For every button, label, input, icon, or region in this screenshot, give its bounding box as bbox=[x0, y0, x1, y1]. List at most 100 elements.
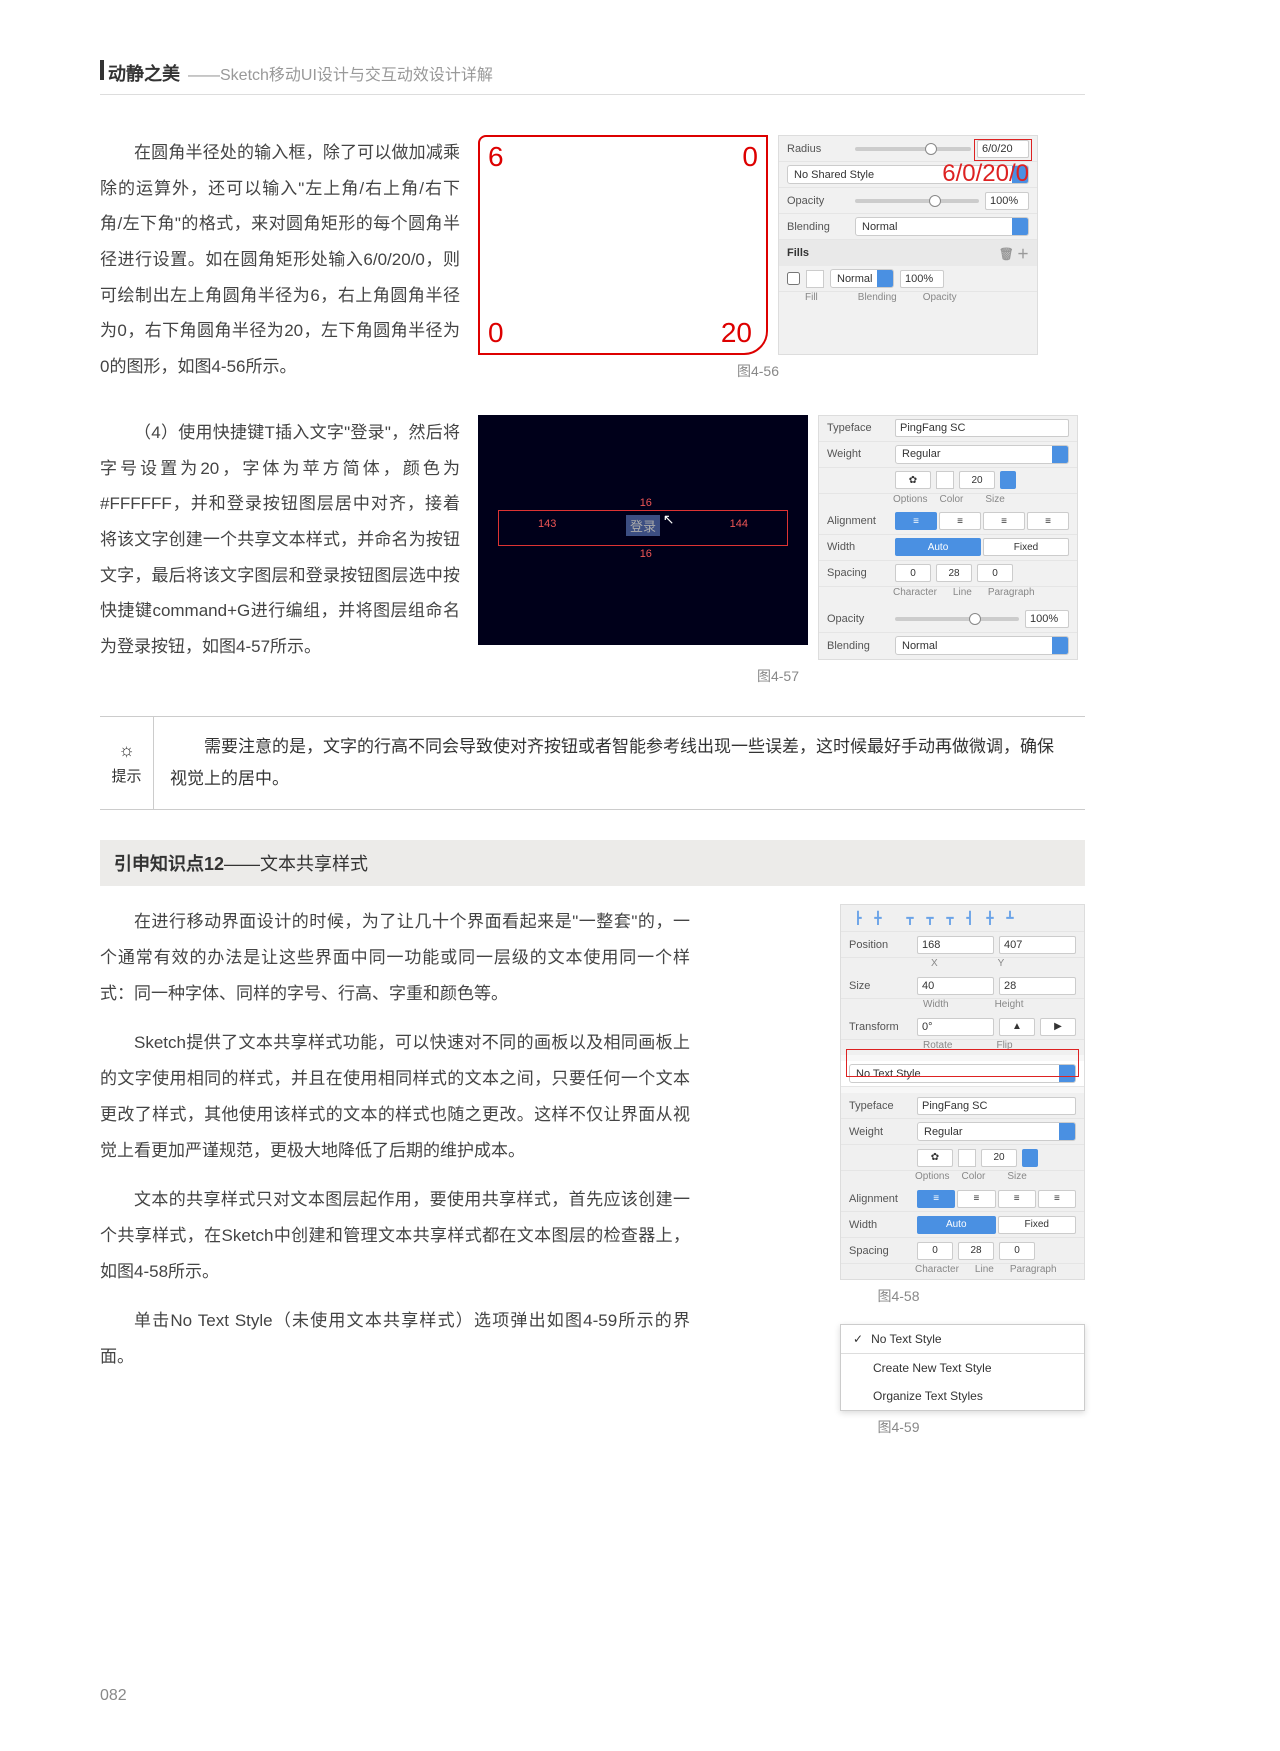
knowledge-header: 引申知识点12——文本共享样式 bbox=[100, 840, 1085, 886]
align-center-458[interactable]: ≡ bbox=[957, 1190, 995, 1208]
options-gear-icon-458[interactable]: ✿ bbox=[917, 1149, 953, 1167]
color-swatch-458[interactable] bbox=[958, 1149, 976, 1167]
color-swatch[interactable] bbox=[936, 471, 954, 489]
dropdown-item-2[interactable]: Create New Text Style bbox=[841, 1354, 1084, 1382]
width-row-458: Width Auto Fixed bbox=[841, 1212, 1084, 1238]
align-right-458[interactable]: ≡ bbox=[998, 1190, 1036, 1208]
align-v2-icon[interactable]: ┳ bbox=[923, 911, 937, 925]
opacity-slider[interactable] bbox=[855, 199, 979, 203]
align-left-button[interactable]: ≡ bbox=[895, 512, 937, 530]
typeface-input-458[interactable]: PingFang SC bbox=[917, 1097, 1076, 1115]
para-input[interactable]: 0 bbox=[977, 564, 1013, 582]
paragraph-2: （4）使用快捷键T插入文字"登录"，然后将字号设置为20，字体为苹方简体，颜色为… bbox=[100, 415, 460, 665]
y-sublabel: Y bbox=[998, 958, 1005, 969]
know-head-b: 文本共享样式 bbox=[260, 854, 368, 874]
char-sublabel-458: Character bbox=[915, 1264, 959, 1275]
weight-select[interactable]: Regular bbox=[895, 445, 1069, 464]
weight-label-458: Weight bbox=[849, 1126, 911, 1138]
measure-top: 16 bbox=[640, 497, 652, 509]
align-v5-icon[interactable]: ╋ bbox=[983, 911, 997, 925]
opacity-label-457: Opacity bbox=[827, 613, 889, 625]
align-v6-icon[interactable]: ┻ bbox=[1003, 911, 1017, 925]
header-subtitle: ——Sketch移动UI设计与交互动效设计详解 bbox=[188, 61, 493, 85]
para-sublabel: Paragraph bbox=[988, 587, 1035, 598]
options-gear-icon[interactable]: ✿ bbox=[895, 471, 931, 489]
dd-item1-text: No Text Style bbox=[871, 1332, 941, 1346]
flip-v-button[interactable]: ▶ bbox=[1040, 1018, 1076, 1036]
line-sublabel: Line bbox=[953, 587, 972, 598]
position-row: Position 168 407 bbox=[841, 932, 1084, 958]
align-right-button[interactable]: ≡ bbox=[983, 512, 1025, 530]
inspector-456: Radius 6/0/20 No Shared Style 6/0/20/0 O… bbox=[778, 135, 1038, 355]
fill-opacity-input[interactable]: 100% bbox=[900, 270, 944, 288]
align-justify-button[interactable]: ≡ bbox=[1027, 512, 1069, 530]
pos-y-input[interactable]: 407 bbox=[999, 936, 1076, 954]
check-icon: ✓ bbox=[853, 1332, 863, 1346]
size-stepper[interactable] bbox=[1000, 471, 1016, 489]
width-fixed-button[interactable]: Fixed bbox=[983, 538, 1069, 556]
spacing-label: Spacing bbox=[827, 567, 889, 579]
blending-row: Blending Normal bbox=[779, 214, 1037, 240]
size-input[interactable]: 20 bbox=[959, 471, 995, 489]
blending-select-457[interactable]: Normal bbox=[895, 636, 1069, 655]
align-v3-icon[interactable]: ┳ bbox=[943, 911, 957, 925]
align-center-button[interactable]: ≡ bbox=[939, 512, 981, 530]
blending-select[interactable]: Normal bbox=[855, 217, 1029, 236]
width-auto-458[interactable]: Auto bbox=[917, 1216, 996, 1234]
fill-swatch[interactable] bbox=[806, 270, 824, 288]
fill-blend-select[interactable]: Normal bbox=[830, 269, 894, 288]
char-input-458[interactable]: 0 bbox=[917, 1242, 953, 1260]
w-sublabel: Width bbox=[923, 999, 949, 1010]
weight-select-458[interactable]: Regular bbox=[917, 1122, 1076, 1141]
cursor-icon: ↖ bbox=[663, 511, 675, 528]
opacity-input-457[interactable]: 100% bbox=[1025, 610, 1069, 628]
opacity-input[interactable]: 100% bbox=[985, 192, 1029, 210]
add-icon[interactable]: ＋ bbox=[1017, 247, 1029, 261]
typeface-input[interactable]: PingFang SC bbox=[895, 419, 1069, 437]
align-h2-icon[interactable]: ╋ bbox=[871, 911, 885, 925]
fig457-label: 图4-57 bbox=[757, 666, 799, 686]
page-number: 082 bbox=[100, 1687, 127, 1705]
fills-label: Fills bbox=[787, 247, 809, 259]
rotate-input[interactable]: 0° bbox=[917, 1018, 994, 1036]
spacing-row-458: Spacing 0 28 0 bbox=[841, 1238, 1084, 1264]
size-w-input[interactable]: 40 bbox=[917, 977, 994, 995]
fills-header: Fills 🗑 ＋ bbox=[779, 240, 1037, 266]
opacity-slider-457[interactable] bbox=[895, 617, 1019, 621]
knowledge-text: 在进行移动界面设计的时候，为了让几十个界面看起来是"一整套"的，一个通常有效的办… bbox=[100, 904, 690, 1437]
shared-style-row[interactable]: No Shared Style bbox=[779, 162, 1037, 188]
dropdown-459: ✓ No Text Style Create New Text Style Or… bbox=[840, 1324, 1085, 1411]
size-input-458[interactable]: 20 bbox=[981, 1149, 1017, 1167]
typeface-row-458: Typeface PingFang SC bbox=[841, 1093, 1084, 1119]
dd-item2-text: Create New Text Style bbox=[873, 1361, 992, 1375]
char-input[interactable]: 0 bbox=[895, 564, 931, 582]
align-v1-icon[interactable]: ┳ bbox=[903, 911, 917, 925]
opacity-row-457: Opacity 100% bbox=[819, 607, 1077, 633]
know-head-a: 引申知识点12 bbox=[114, 854, 224, 874]
line-input-458[interactable]: 28 bbox=[958, 1242, 994, 1260]
header-accent-bar bbox=[100, 60, 104, 80]
line-input[interactable]: 28 bbox=[936, 564, 972, 582]
size-h-input[interactable]: 28 bbox=[999, 977, 1076, 995]
align-left-458[interactable]: ≡ bbox=[917, 1190, 955, 1208]
flip-h-button[interactable]: ▲ bbox=[999, 1018, 1035, 1036]
fig458-label: 图4-58 bbox=[712, 1286, 1085, 1306]
size-stepper-458[interactable] bbox=[1022, 1149, 1038, 1167]
align-h1-icon[interactable]: ┣ bbox=[851, 911, 865, 925]
dropdown-item-1[interactable]: ✓ No Text Style bbox=[841, 1325, 1084, 1353]
para-input-458[interactable]: 0 bbox=[999, 1242, 1035, 1260]
shared-style-select[interactable]: No Shared Style bbox=[787, 165, 1029, 184]
width-fixed-458[interactable]: Fixed bbox=[998, 1216, 1077, 1234]
options-row: ✿ 20 bbox=[819, 468, 1077, 494]
align-v4-icon[interactable]: ┫ bbox=[963, 911, 977, 925]
trash-icon[interactable]: 🗑 bbox=[999, 247, 1014, 261]
para-sublabel-458: Paragraph bbox=[1010, 1264, 1057, 1275]
align-justify-458[interactable]: ≡ bbox=[1038, 1190, 1076, 1208]
width-auto-button[interactable]: Auto bbox=[895, 538, 981, 556]
fill-checkbox[interactable] bbox=[787, 272, 800, 285]
typeface-row: Typeface PingFang SC bbox=[819, 416, 1077, 442]
dropdown-item-3[interactable]: Organize Text Styles bbox=[841, 1382, 1084, 1410]
options-sublabel: Options bbox=[893, 494, 927, 505]
radius-slider[interactable] bbox=[855, 147, 971, 151]
pos-x-input[interactable]: 168 bbox=[917, 936, 994, 954]
